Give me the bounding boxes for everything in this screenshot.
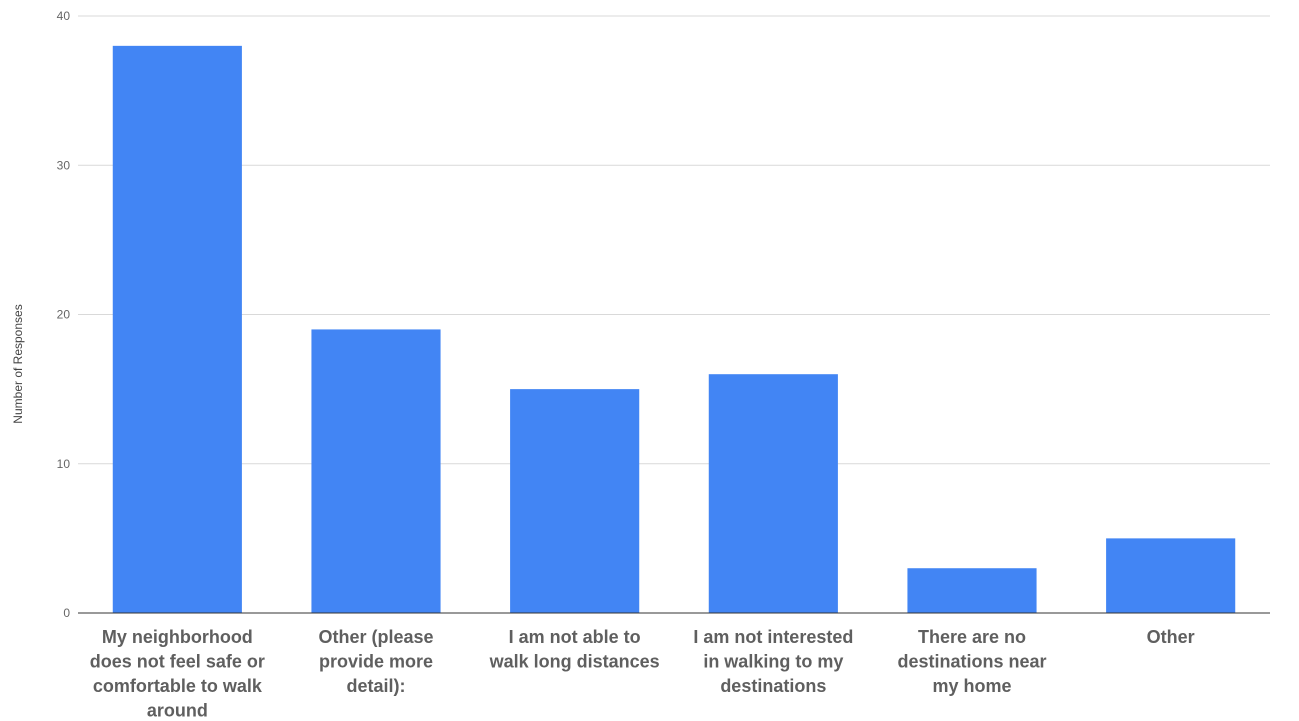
x-category-label: Other	[1147, 627, 1195, 647]
bar-2	[311, 329, 441, 613]
x-category-label-line: comfortable to walk	[93, 676, 263, 696]
x-category-label: My neighborhood does not feel safe or comf…	[90, 627, 265, 721]
x-category-label-line: around	[147, 701, 208, 721]
bar-4	[708, 374, 838, 613]
x-axis-categories: My neighborhood does not feel safe or comf…	[90, 627, 1195, 721]
x-category-label: I am not able to walk long distances	[489, 627, 660, 672]
bar-3	[510, 389, 640, 613]
y-tick-label: 30	[57, 158, 71, 172]
gridlines	[78, 15, 1270, 465]
x-category-label-line: provide more	[319, 652, 433, 672]
bar-1	[112, 45, 242, 614]
x-category-label-line: destinations	[720, 676, 826, 696]
x-category-label-line: in walking to my	[703, 652, 843, 672]
x-category-label-line: walk long distances	[489, 652, 660, 672]
x-category-label: I am not interested in walking to my desti…	[693, 627, 853, 696]
y-tick-label: 20	[57, 308, 71, 322]
x-category-label-line: Other	[1147, 627, 1195, 647]
x-category-label: There are no destinations near my home	[897, 627, 1046, 696]
x-category-label: Other (please provide more detail):	[318, 627, 433, 696]
y-axis-ticks: 0 10 20 30 40	[57, 9, 71, 620]
x-category-label-line: destinations near	[897, 652, 1046, 672]
y-tick-label: 0	[63, 606, 70, 620]
bars	[112, 45, 1236, 614]
x-category-label-line: My neighborhood	[102, 627, 253, 647]
bar-5	[907, 568, 1037, 613]
y-tick-label: 10	[57, 457, 71, 471]
x-category-label-line: I am not interested	[693, 627, 853, 647]
x-category-label-line: I am not able to	[509, 627, 641, 647]
x-category-label-line: There are no	[918, 627, 1026, 647]
bar-6	[1106, 538, 1236, 613]
y-tick-label: 40	[57, 9, 71, 23]
x-category-label-line: Other (please	[318, 627, 433, 647]
x-category-label-line: does not feel safe or	[90, 652, 265, 672]
x-category-label-line: my home	[932, 676, 1011, 696]
y-axis-title: Number of Responses	[11, 304, 25, 423]
x-category-label-line: detail):	[346, 676, 405, 696]
